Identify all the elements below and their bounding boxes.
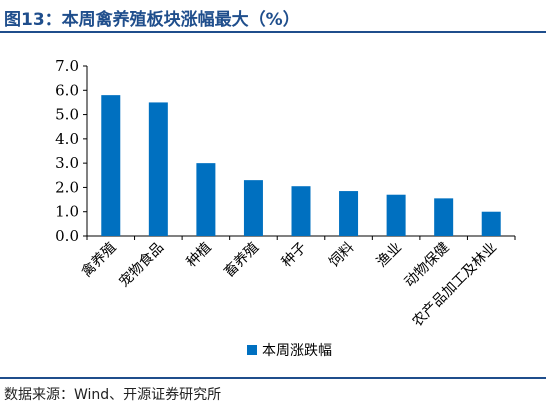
legend-label: 本周涨跌幅 bbox=[262, 343, 332, 359]
bar bbox=[291, 186, 311, 236]
bar bbox=[101, 95, 121, 236]
bar bbox=[148, 102, 168, 236]
bar bbox=[243, 180, 263, 236]
x-tick-label: 饲料 bbox=[326, 240, 357, 271]
y-tick-label: 4.0 bbox=[55, 130, 79, 148]
y-tick-label: 5.0 bbox=[55, 106, 79, 124]
x-tick-label: 畜养殖 bbox=[221, 239, 263, 281]
y-tick-label: 3.0 bbox=[55, 154, 79, 172]
x-tick-label: 禽养殖 bbox=[78, 239, 120, 281]
figure-title-bar: 图13：本周禽养殖板块涨幅最大（%） bbox=[0, 0, 546, 33]
bar bbox=[481, 211, 501, 236]
y-tick-label: 2.0 bbox=[55, 178, 79, 196]
y-tick-label: 1.0 bbox=[55, 203, 79, 221]
x-tick-label: 农产品加工及林业 bbox=[410, 240, 501, 331]
y-tick-label: 7.0 bbox=[55, 57, 79, 75]
source-note: 数据来源：Wind、开源证券研究所 bbox=[4, 387, 222, 403]
x-tick-label: 渔业 bbox=[374, 240, 405, 271]
source-bar: 数据来源：Wind、开源证券研究所 bbox=[0, 377, 546, 407]
chart-area: 0.0 1.0 2.0 3.0 4.0 5.0 6.0 7.0 禽养殖 宠物食品 种植 畜养殖 种子 饲料… bbox=[0, 33, 546, 375]
bar bbox=[196, 163, 216, 236]
y-tick-label: 0.0 bbox=[55, 227, 79, 245]
figure-title: 图13：本周禽养殖板块涨幅最大（%） bbox=[4, 10, 300, 30]
bar bbox=[386, 194, 406, 236]
x-tick-label: 宠物食品 bbox=[116, 239, 168, 291]
x-tick-label: 种子 bbox=[279, 240, 310, 271]
x-tick-label: 种植 bbox=[184, 240, 215, 271]
legend-swatch bbox=[247, 345, 257, 355]
y-tick-label: 6.0 bbox=[55, 81, 79, 99]
bar bbox=[339, 191, 359, 236]
bar bbox=[434, 198, 454, 236]
